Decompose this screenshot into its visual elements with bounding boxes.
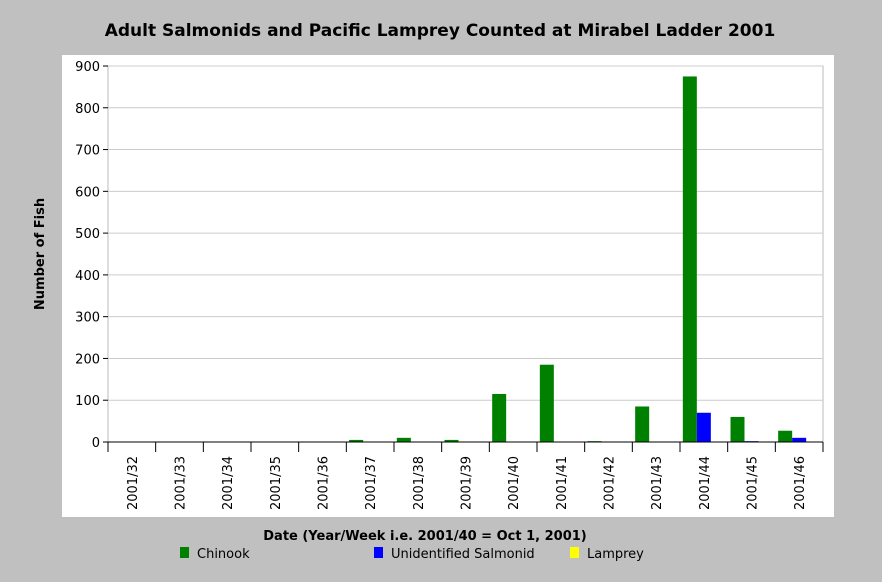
bar	[792, 437, 807, 442]
y-tick-label: 800	[75, 102, 100, 117]
y-tick-label: 700	[75, 144, 100, 159]
legend-label: Chinook	[197, 547, 250, 562]
bar	[349, 439, 364, 442]
x-tick-label: 2001/38	[412, 456, 427, 510]
x-tick-label: 2001/46	[793, 456, 808, 510]
x-tick-label: 2001/33	[174, 456, 189, 510]
x-tick-label: 2001/41	[555, 456, 570, 510]
bar	[635, 406, 650, 442]
legend-swatch	[570, 547, 579, 558]
bar	[492, 393, 507, 442]
y-tick-label: 0	[92, 436, 100, 451]
y-tick-label: 300	[75, 311, 100, 326]
chart-title: Adult Salmonids and Pacific Lamprey Coun…	[105, 21, 776, 41]
x-tick-label: 2001/45	[746, 456, 761, 510]
legend-label: Unidentified Salmonid	[391, 547, 535, 562]
bar	[778, 430, 793, 442]
legend-swatch	[374, 547, 383, 558]
y-tick-label: 600	[75, 185, 100, 200]
legend-label: Lamprey	[587, 547, 644, 562]
x-axis: 2001/32 2001/33 2001/34 2001/35 2001/36 2001/…	[107, 442, 824, 510]
x-tick-label: 2001/39	[460, 456, 475, 510]
y-tick-label: 900	[75, 60, 100, 75]
y-tick-label: 100	[75, 394, 100, 409]
x-tick-label: 2001/40	[507, 456, 522, 510]
bar	[444, 439, 459, 442]
y-tick-label: 200	[75, 352, 100, 367]
x-tick-label: 2001/36	[317, 456, 332, 510]
y-axis-label: Number of Fish	[33, 198, 48, 310]
y-tick-label: 400	[75, 269, 100, 284]
x-tick-label: 2001/43	[650, 456, 665, 510]
y-axis: 0 100 200 300 400 500 600 700 800 900	[75, 60, 823, 451]
plot-area	[107, 65, 824, 443]
x-tick-label: 2001/34	[221, 456, 236, 510]
bar	[682, 76, 697, 442]
bar	[730, 416, 745, 442]
x-axis-label: Date (Year/Week i.e. 2001/40 = Oct 1, 20…	[263, 529, 586, 544]
x-tick-label: 2001/35	[269, 456, 284, 510]
x-tick-label: 2001/42	[603, 456, 618, 510]
x-tick-label: 2001/32	[126, 456, 141, 510]
bar	[396, 437, 411, 442]
x-tick-label: 2001/37	[364, 456, 379, 510]
bar	[539, 364, 554, 442]
bars	[349, 76, 807, 442]
bar	[696, 412, 711, 442]
legend-swatch	[180, 547, 189, 558]
y-tick-label: 500	[75, 227, 100, 242]
x-tick-label: 2001/44	[698, 456, 713, 510]
gridlines	[108, 65, 823, 401]
legend: Chinook Unidentified Salmonid Lamprey	[180, 547, 644, 562]
